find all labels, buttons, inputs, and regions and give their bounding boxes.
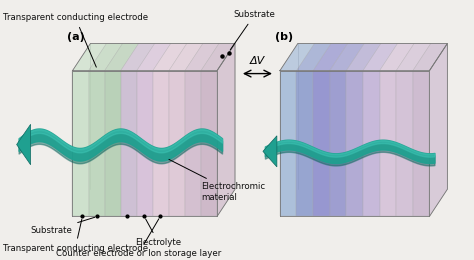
Polygon shape: [330, 43, 365, 71]
Polygon shape: [313, 71, 330, 217]
Polygon shape: [413, 71, 429, 217]
Polygon shape: [363, 43, 398, 71]
Polygon shape: [169, 43, 203, 71]
Polygon shape: [169, 71, 185, 217]
Polygon shape: [330, 71, 346, 217]
Polygon shape: [137, 43, 171, 71]
Polygon shape: [363, 71, 380, 217]
Polygon shape: [185, 71, 201, 217]
Polygon shape: [217, 43, 235, 217]
Polygon shape: [380, 43, 414, 71]
Polygon shape: [201, 43, 235, 71]
Polygon shape: [89, 71, 105, 217]
Text: (a): (a): [67, 31, 85, 42]
Polygon shape: [396, 71, 413, 217]
Polygon shape: [17, 124, 31, 165]
Polygon shape: [121, 71, 137, 217]
Text: ΔV: ΔV: [250, 56, 265, 66]
Text: Transparent conducting electrode: Transparent conducting electrode: [3, 13, 148, 67]
Text: Electrochromic
material: Electrochromic material: [169, 159, 265, 202]
Polygon shape: [297, 43, 331, 71]
Text: Substrate: Substrate: [230, 10, 275, 50]
Text: Substrate: Substrate: [31, 217, 95, 235]
Polygon shape: [105, 43, 138, 71]
Polygon shape: [153, 71, 169, 217]
Polygon shape: [429, 43, 447, 217]
Text: (b): (b): [275, 31, 293, 42]
Polygon shape: [73, 71, 89, 217]
Polygon shape: [121, 43, 155, 71]
Polygon shape: [346, 43, 381, 71]
Polygon shape: [263, 136, 277, 167]
Polygon shape: [89, 43, 123, 71]
Polygon shape: [73, 43, 107, 71]
Polygon shape: [346, 71, 363, 217]
Polygon shape: [380, 71, 396, 217]
Polygon shape: [280, 43, 314, 71]
Polygon shape: [201, 71, 217, 217]
Polygon shape: [396, 43, 431, 71]
Polygon shape: [153, 43, 187, 71]
Polygon shape: [413, 43, 447, 71]
Polygon shape: [313, 43, 347, 71]
Polygon shape: [280, 71, 297, 217]
Polygon shape: [297, 71, 313, 217]
Polygon shape: [185, 43, 219, 71]
Text: Electrolyte: Electrolyte: [135, 219, 182, 247]
Text: Counter electrode or Ion storage layer: Counter electrode or Ion storage layer: [55, 219, 221, 258]
Polygon shape: [105, 71, 121, 217]
Polygon shape: [137, 71, 153, 217]
Text: Transparent conducting electrode: Transparent conducting electrode: [3, 219, 148, 253]
